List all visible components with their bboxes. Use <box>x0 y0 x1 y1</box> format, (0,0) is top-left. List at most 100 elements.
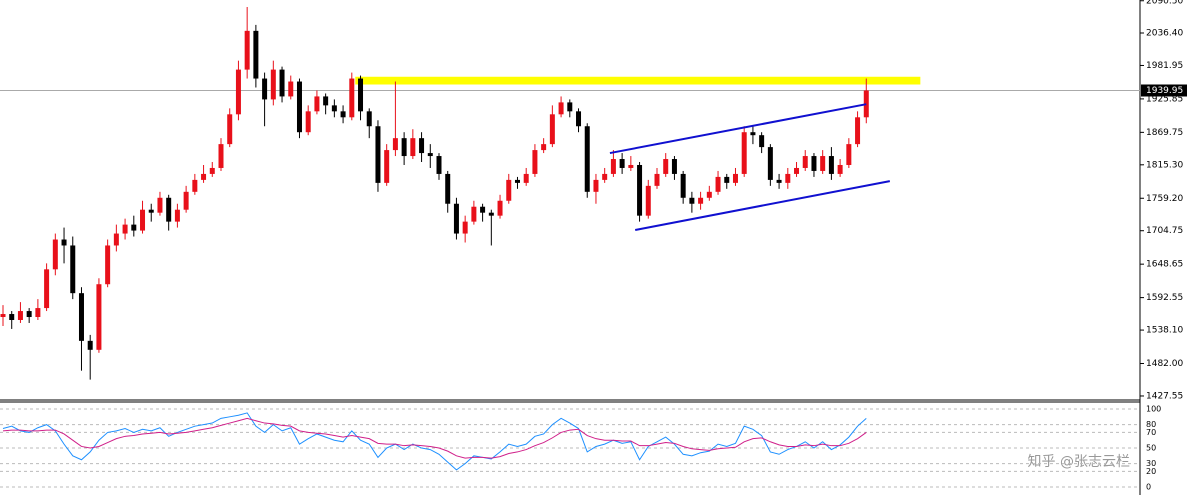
y-tick-label: 1759.20 <box>1146 194 1183 204</box>
candle-body <box>26 311 32 318</box>
candle-body <box>453 203 459 234</box>
candle-body <box>253 30 259 79</box>
candle-body <box>44 269 50 309</box>
candle-body <box>811 156 817 171</box>
candle-body <box>767 147 773 180</box>
candle-body <box>471 206 477 222</box>
osc-tick-label: 80 <box>1146 420 1156 429</box>
y-tick-label: 2090.50 <box>1146 0 1183 6</box>
candle-body <box>113 233 119 246</box>
candle-body <box>706 191 712 198</box>
candle-body <box>532 150 538 174</box>
candle-body <box>724 176 730 183</box>
last-price-label: 1939.95 <box>1146 86 1183 96</box>
candle-body <box>567 102 573 112</box>
candle-body <box>741 132 747 174</box>
candle-body <box>427 153 433 157</box>
y-tick-label: 1704.75 <box>1146 226 1183 236</box>
y-tick-label: 1925.85 <box>1146 94 1183 104</box>
candle-body <box>497 200 503 216</box>
candle-body <box>558 102 564 115</box>
candle-body <box>183 191 189 210</box>
channel-line <box>609 103 867 155</box>
watermark: 知乎 @张志云栏 <box>1028 453 1130 470</box>
candle-body <box>523 173 529 183</box>
candle-body <box>192 179 198 192</box>
candle-body <box>305 111 311 133</box>
candle-body <box>270 69 276 100</box>
candle-body <box>776 179 782 183</box>
candle-body <box>105 245 111 285</box>
candle-body <box>732 173 738 183</box>
candle-body <box>436 156 442 174</box>
candle-body <box>794 167 800 174</box>
candle-body <box>610 159 616 174</box>
candle-body <box>759 135 765 148</box>
candle-body <box>131 224 137 231</box>
candle-body <box>602 173 608 180</box>
candle-body <box>52 239 58 270</box>
candle-body <box>218 144 224 168</box>
candle-body <box>645 185 651 216</box>
candle-body <box>209 167 215 174</box>
candle-body <box>593 179 599 192</box>
candle-body <box>506 179 512 201</box>
candle-body <box>288 81 294 97</box>
candle-body <box>35 308 41 318</box>
candle-body <box>541 144 547 151</box>
osc-tick-label: 30 <box>1146 459 1156 468</box>
candle-body <box>828 156 834 174</box>
y-tick-label: 2036.40 <box>1146 28 1183 38</box>
candle-body <box>863 90 869 118</box>
candle-body <box>619 159 625 168</box>
candle-body <box>715 176 721 192</box>
candle-body <box>122 224 128 234</box>
osc-tick-label: 100 <box>1146 405 1161 414</box>
candle-body <box>174 209 180 222</box>
candle-body <box>9 314 15 320</box>
osc-tick-label: 20 <box>1146 467 1156 476</box>
candle-body <box>331 105 337 112</box>
candle-body <box>698 197 704 204</box>
osc-tick-label: 70 <box>1146 428 1156 437</box>
candle-body <box>514 179 520 183</box>
candle-body <box>61 239 67 246</box>
candle-body <box>244 30 250 70</box>
y-tick-label: 1482.00 <box>1146 359 1183 369</box>
osc-tick-label: 0 <box>1146 483 1151 492</box>
candle-body <box>663 159 669 174</box>
candle-body <box>462 221 468 234</box>
candle-body <box>78 293 84 341</box>
y-tick-label: 1648.65 <box>1146 260 1183 270</box>
candle-body <box>480 206 486 213</box>
candle-body <box>358 78 364 112</box>
candle-body <box>584 126 590 192</box>
candle-body <box>70 245 76 294</box>
candle-body <box>445 173 451 204</box>
candle-body <box>837 164 843 174</box>
candle-body <box>235 69 241 115</box>
candle-body <box>802 156 808 168</box>
y-tick-label: 1592.55 <box>1146 293 1183 303</box>
candle-body <box>576 111 582 127</box>
y-tick-label: 1427.55 <box>1146 391 1183 401</box>
last-price-box <box>1141 84 1187 97</box>
candle-body <box>671 159 677 174</box>
candle-body <box>846 144 852 165</box>
candle-body <box>549 114 555 145</box>
candle-body <box>157 197 163 213</box>
candle-body <box>384 150 390 183</box>
osc-tick-label: 50 <box>1146 444 1156 453</box>
y-tick-label: 1981.95 <box>1146 61 1183 71</box>
candle-body <box>323 96 329 106</box>
candle-body <box>296 81 302 133</box>
candle-body <box>349 78 355 118</box>
candle-body <box>637 164 643 216</box>
candle-body <box>0 314 6 318</box>
candle-body <box>366 111 372 127</box>
candle-body <box>201 173 207 180</box>
candle-body <box>96 284 102 350</box>
candle-body <box>488 212 494 216</box>
